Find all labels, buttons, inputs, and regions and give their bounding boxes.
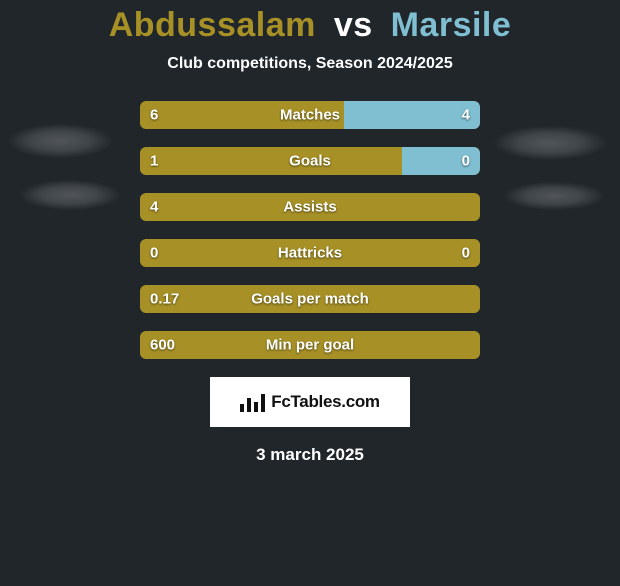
stat-label: Assists (283, 199, 336, 216)
stat-row: 0.17 Goals per match (140, 285, 480, 313)
badge-bars-icon (240, 392, 265, 412)
stat-label: Hattricks (278, 245, 342, 262)
stat-row: 600 Min per goal (140, 331, 480, 359)
stat-bar-right (344, 101, 480, 129)
title-vs: vs (334, 6, 373, 44)
stat-value-right: 0 (462, 153, 470, 170)
stat-value-left: 0.17 (150, 291, 179, 308)
stat-row: 4 Assists (140, 193, 480, 221)
stat-value-right: 0 (462, 245, 470, 262)
stat-rows: 6 Matches 4 1 Goals 0 4 Assists 0 Hattricks 0 0.17 G… (140, 101, 480, 359)
stat-value-left: 1 (150, 153, 158, 170)
page-title: Abdussalam vs Marsile (0, 6, 620, 45)
stat-value-left: 600 (150, 337, 175, 354)
stat-row: 1 Goals 0 (140, 147, 480, 175)
stat-label: Goals per match (251, 291, 369, 308)
title-player-b: Marsile (391, 6, 512, 44)
badge-text: FcTables.com (271, 392, 380, 412)
title-player-a: Abdussalam (109, 6, 316, 44)
fctables-badge: FcTables.com (210, 377, 410, 427)
date-label: 3 march 2025 (0, 445, 620, 465)
stat-row: 0 Hattricks 0 (140, 239, 480, 267)
stat-row: 6 Matches 4 (140, 101, 480, 129)
stat-bar-left (140, 147, 402, 175)
stat-value-right: 4 (462, 107, 470, 124)
stat-value-left: 6 (150, 107, 158, 124)
stat-value-left: 4 (150, 199, 158, 216)
stat-label: Min per goal (266, 337, 354, 354)
stat-label: Matches (280, 107, 340, 124)
subtitle: Club competitions, Season 2024/2025 (0, 55, 620, 73)
stat-label: Goals (289, 153, 331, 170)
comparison-stage: 6 Matches 4 1 Goals 0 4 Assists 0 Hattricks 0 0.17 G… (0, 101, 620, 359)
stat-value-left: 0 (150, 245, 158, 262)
